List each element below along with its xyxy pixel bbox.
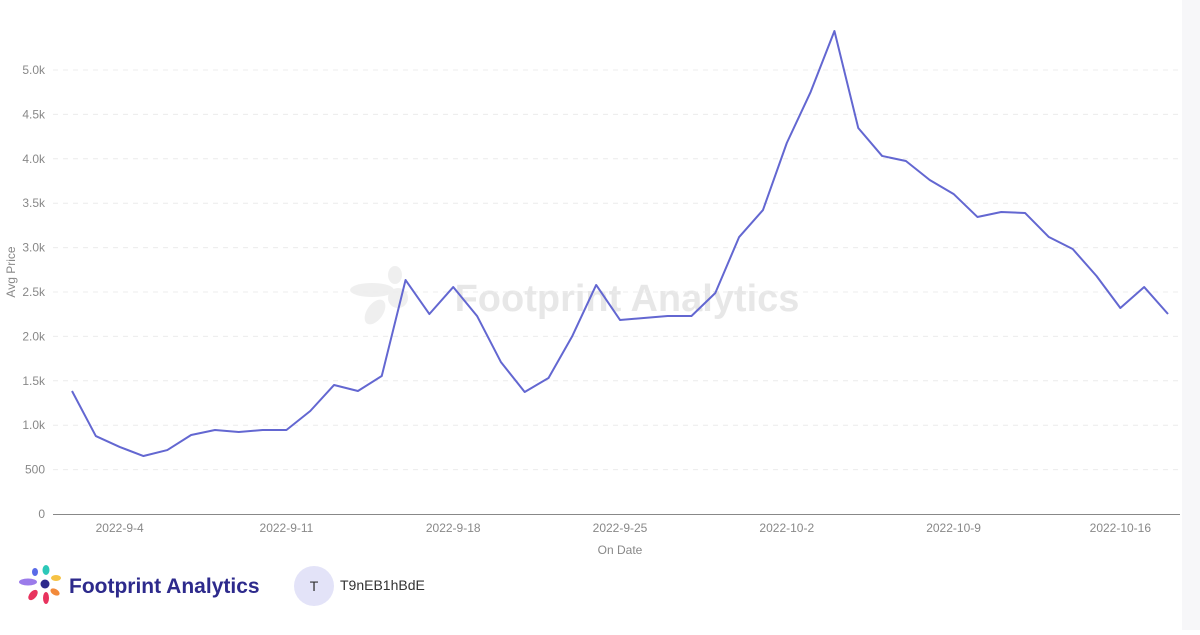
y-tick-label: 3.5k [22,196,46,210]
y-tick-label: 5.0k [22,63,46,77]
avatar [294,566,334,606]
username[interactable]: T9nEB1hBdE [340,577,425,593]
x-tick-label: 2022-9-25 [593,521,648,535]
x-tick-label: 2022-9-4 [96,521,144,535]
brand-logo [19,565,61,604]
x-tick-label: 2022-10-9 [926,521,981,535]
y-tick-label: 4.5k [22,107,46,121]
y-tick-label: 0 [38,507,45,521]
x-tick-label: 2022-9-18 [426,521,481,535]
x-tick-label: 2022-10-2 [759,521,814,535]
y-axis-label: Avg Price [4,246,18,297]
y-tick-label: 1.5k [22,374,46,388]
avatar-initial: T [310,578,319,594]
watermark-logo [350,266,408,325]
y-tick-label: 4.0k [22,152,46,166]
y-tick-label: 3.0k [22,241,46,255]
brand-name: Footprint Analytics [69,575,260,598]
y-tick-label: 2.0k [22,329,46,343]
y-tick-label: 2.5k [22,285,46,299]
x-tick-label: 2022-9-11 [260,521,314,535]
scrollbar [1182,0,1200,630]
watermark: Footprint Analytics [455,278,800,320]
line [71,30,1169,458]
y-tick-label: 1.0k [22,418,46,432]
x-tick-label: 2022-10-16 [1090,521,1152,535]
y-tick-label: 500 [25,463,45,477]
x-axis-label: On Date [598,543,643,557]
